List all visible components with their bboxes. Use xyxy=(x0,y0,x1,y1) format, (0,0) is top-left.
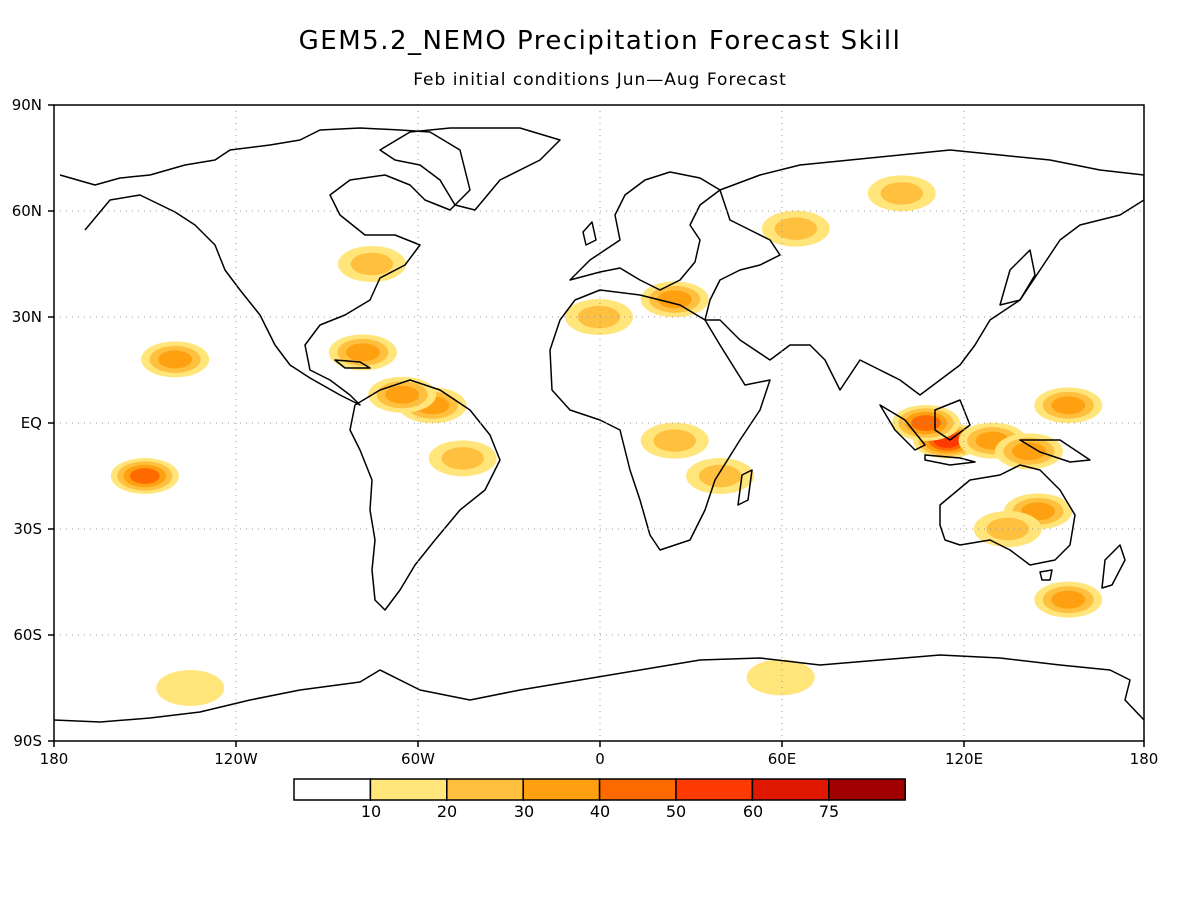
colorbar-box-7 xyxy=(828,778,906,801)
colorbar-box-2 xyxy=(446,778,524,801)
coast-madagascar xyxy=(737,469,753,506)
skill-region-13-level-20 xyxy=(350,252,394,276)
lat-label-60n: 60N xyxy=(11,202,42,220)
coast-africa xyxy=(549,289,771,551)
coast-antarctica xyxy=(54,654,1144,723)
lon-label-60e: 60E xyxy=(767,750,797,768)
lon-label-60w: 60W xyxy=(401,750,435,768)
colorbar-box-6 xyxy=(751,778,830,801)
coast-tasmania xyxy=(1039,569,1053,581)
colorbar-label-20: 20 xyxy=(436,802,458,821)
lon-label-180e: 180 xyxy=(1129,750,1159,768)
skill-region-1-level-40 xyxy=(911,415,941,431)
coast-australia xyxy=(939,464,1076,566)
chart-subtitle: Feb initial conditions Jun—Aug Forecast xyxy=(413,70,787,90)
lat-label-60s: 60S xyxy=(13,626,42,644)
skill-region-18-level-20 xyxy=(653,429,696,452)
lon-label-120w: 120W xyxy=(214,750,258,768)
lat-label-eq: EQ xyxy=(20,414,42,432)
map-background xyxy=(54,105,1144,741)
lon-label-0: 0 xyxy=(595,750,605,768)
colorbar-box-3 xyxy=(522,778,601,801)
coast-asia xyxy=(704,149,1144,396)
skill-region-22-level-30 xyxy=(1051,590,1086,609)
lon-label-180w: 180 xyxy=(39,750,69,768)
colorbar-box-0 xyxy=(293,778,372,801)
skill-region-14-level-30 xyxy=(657,290,692,309)
chart-title: GEM5.2_NEMO Precipitation Forecast Skill xyxy=(298,26,902,56)
coast-sumatra xyxy=(879,404,926,451)
skill-region-12-level-30 xyxy=(158,350,193,369)
colorbar-label-60: 60 xyxy=(742,802,764,821)
colorbar-box-4 xyxy=(598,778,677,801)
coast-java xyxy=(924,454,976,466)
skill-region-21-level-10 xyxy=(746,659,815,696)
coast-north-america xyxy=(59,127,471,406)
coast-borneo xyxy=(934,399,971,441)
skill-region-20-level-10 xyxy=(156,670,225,706)
colorbar xyxy=(293,778,906,801)
skill-region-6-level-20 xyxy=(986,517,1029,541)
colorbar-label-40: 40 xyxy=(589,802,611,821)
skill-region-16-level-20 xyxy=(774,217,818,240)
colorbar-label-50: 50 xyxy=(665,802,687,821)
colorbar-box-5 xyxy=(675,778,754,801)
skill-region-11-level-40 xyxy=(129,468,160,484)
skill-region-19-level-20 xyxy=(698,464,742,488)
lat-label-90n: 90N xyxy=(11,96,42,114)
skill-region-17-level-20 xyxy=(880,182,924,205)
skill-region-9-level-30 xyxy=(345,343,380,362)
coast-greenland xyxy=(379,127,561,211)
colorbar-label-30: 30 xyxy=(513,802,535,821)
colorbar-label-10: 10 xyxy=(360,802,382,821)
lat-label-30n: 30N xyxy=(11,308,42,326)
skill-region-10-level-20 xyxy=(441,447,484,470)
coast-south-america xyxy=(349,379,501,611)
coast-europe xyxy=(569,171,721,291)
skill-region-15-level-20 xyxy=(577,305,621,329)
skill-region-4-level-30 xyxy=(1051,396,1086,415)
axis-ticks xyxy=(48,104,1145,747)
coast-britain xyxy=(582,221,597,246)
graticule xyxy=(54,105,1144,741)
coast-new-guinea xyxy=(1019,439,1091,463)
colorbar-box-1 xyxy=(369,778,448,801)
skill-region-8-level-30 xyxy=(385,385,420,404)
lon-label-120e: 120E xyxy=(944,750,984,768)
skill-region-3-level-30 xyxy=(1011,442,1046,461)
coast-new-zealand xyxy=(1101,544,1126,589)
coastlines xyxy=(54,127,1144,723)
coast-japan xyxy=(999,249,1036,306)
coast-cuba xyxy=(334,359,371,369)
colorbar-label-75: 75 xyxy=(818,802,840,821)
lat-label-90s: 90S xyxy=(13,732,42,750)
lat-label-30s: 30S xyxy=(13,520,42,538)
